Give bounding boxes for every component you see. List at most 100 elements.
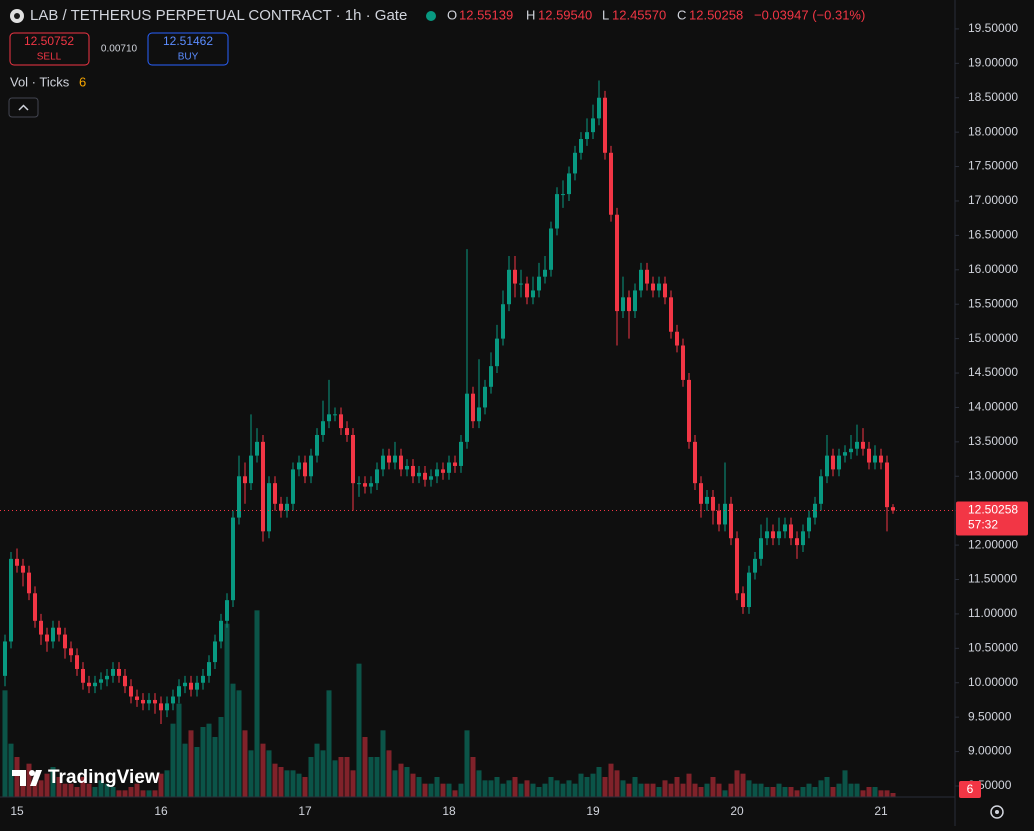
volume-bar [254,610,260,797]
candle-body [867,448,871,463]
volume-bar [530,783,536,797]
candle-body [315,434,319,456]
candle-body [873,455,877,463]
volume-bar [746,780,752,797]
volume-bar [428,783,434,797]
candle-body [537,276,541,291]
candle-body [51,627,55,642]
volume-bar [788,787,794,797]
volume-bar [518,783,524,797]
volume-bar [800,787,806,797]
candle-body [669,297,673,332]
y-tick-label: 16.00000 [968,262,1018,276]
candle-body [459,441,463,466]
c-label: C [677,7,686,22]
candle-body [639,269,643,291]
candle-body [573,152,577,174]
o-value: 12.55139 [459,7,513,22]
y-tick-label: 9.00000 [968,744,1012,758]
volume-bar [542,783,548,797]
volume-layer [2,610,896,797]
sell-button[interactable] [9,32,90,66]
volume-bar [614,770,620,797]
candle-body [435,469,439,477]
candle-body [201,675,205,683]
candle-body [807,517,811,532]
volume-bar [164,770,170,797]
y-tick-label: 14.00000 [968,400,1018,414]
candle-body [267,483,271,532]
candle-body [765,531,769,539]
volume-bar [872,787,878,797]
candle-body [591,118,595,133]
candle-layer [3,80,895,725]
volume-bar [272,763,278,797]
price-label-box [956,501,1028,536]
volume-bar [626,783,632,797]
volume-bar [740,773,746,797]
volume-bar [764,787,770,797]
volume-bar [32,777,38,797]
volume-bar [326,690,332,797]
y-tick-label: 10.50000 [968,641,1018,655]
candle-body [63,634,67,649]
volume-bar [26,763,32,797]
volume-bar [782,787,788,797]
candle-body [813,503,817,518]
candle-body [345,428,349,435]
candle-body [165,703,169,711]
candle-body [891,507,895,511]
volume-bar [188,730,194,797]
volume-bar [2,690,8,797]
volume-bar [770,787,776,797]
candle-body [513,269,517,284]
collapse-button[interactable] [8,97,39,118]
sell-price: 12.50752 [24,34,74,48]
candle-body [861,441,865,449]
candle-body [477,407,481,422]
candle-body [57,627,61,635]
candle-body [237,476,241,518]
volume-bar [176,703,182,797]
buy-button[interactable] [147,32,229,66]
settings-icon[interactable] [990,805,1004,819]
volume-bar [458,783,464,797]
candle-body [177,686,181,697]
volume-bar [248,750,254,797]
volume-bar [644,783,650,797]
candle-body [225,600,229,621]
volume-bar [404,767,410,797]
candle-body [135,696,139,700]
volume-bar [698,787,704,797]
candle-body [543,269,547,277]
volume-bar [560,783,566,797]
volume-bar [590,773,596,797]
volume-bar [680,783,686,797]
candle-body [843,452,847,456]
x-tick-label: 20 [730,804,744,818]
volume-bar [86,783,92,797]
status-dot [426,11,436,21]
volume-bar [302,777,308,797]
candle-body [159,703,163,711]
volume-bar [110,787,116,797]
candle-body [3,641,7,676]
volume-bar [638,783,644,797]
volume-bar [116,790,122,797]
candle-body [567,173,571,195]
candle-body [609,152,613,215]
y-tick-label: 13.50000 [968,434,1018,448]
volume-bar [368,757,374,797]
x-tick-label: 16 [154,804,168,818]
o-label: O [447,7,457,22]
volume-bar [596,767,602,797]
candle-body [825,455,829,477]
volume-bar [470,757,476,797]
volume-bar [74,787,80,797]
candle-body [777,531,781,539]
volume-bar [260,743,266,797]
volume-bar [686,773,692,797]
y-tick-label: 15.50000 [968,296,1018,310]
buy-price: 12.51462 [163,34,213,48]
